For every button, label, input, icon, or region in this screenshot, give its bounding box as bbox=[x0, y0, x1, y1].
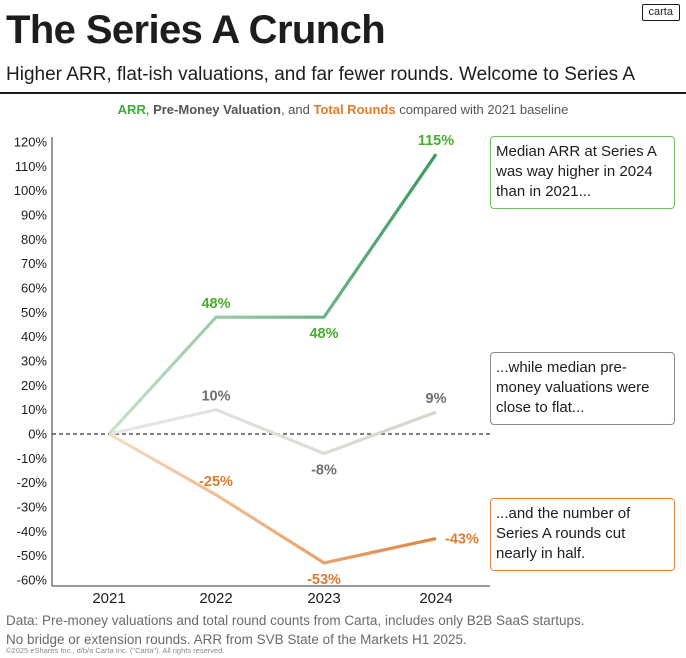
page-title: The Series A Crunch bbox=[6, 8, 386, 52]
y-tick-label: 100% bbox=[14, 183, 48, 198]
y-tick-label: -60% bbox=[17, 572, 48, 587]
y-tick-label: 90% bbox=[21, 208, 47, 223]
legend-suffix: compared with 2021 baseline bbox=[395, 102, 569, 117]
legend-sep: , and bbox=[280, 102, 314, 117]
y-tick-label: -30% bbox=[17, 499, 48, 514]
y-tick-label: 30% bbox=[21, 354, 47, 369]
legend-valuation: Pre-Money Valuation bbox=[153, 102, 281, 117]
x-tick-label: 2024 bbox=[419, 590, 452, 607]
callout-arr: Median ARR at Series A was way higher in… bbox=[490, 136, 675, 209]
footnote-line-2: No bridge or extension rounds. ARR from … bbox=[6, 632, 467, 647]
y-tick-label: 80% bbox=[21, 232, 47, 247]
callout-valuation: ...while median pre-money valuations wer… bbox=[490, 352, 675, 425]
y-tick-label: 20% bbox=[21, 378, 47, 393]
data-source-note: Data: Pre-money valuations and total rou… bbox=[6, 611, 585, 649]
y-tick-label: 0% bbox=[28, 427, 47, 442]
legend-arr: ARR bbox=[117, 102, 146, 117]
y-tick-label: 110% bbox=[15, 159, 48, 174]
y-tick-label: -10% bbox=[17, 451, 48, 466]
chart-legend: ARR, Pre-Money Valuation, and Total Roun… bbox=[0, 102, 686, 117]
page-subtitle: Higher ARR, flat-ish valuations, and far… bbox=[6, 64, 636, 85]
y-tick-label: 120% bbox=[14, 135, 48, 150]
data-label: -8% bbox=[311, 462, 337, 478]
series-line-pre-money-valuation bbox=[108, 408, 437, 456]
x-tick-label: 2022 bbox=[199, 590, 232, 607]
data-label: 115% bbox=[418, 133, 454, 149]
copyright-notice: ©2025 eShares Inc., d/b/a Carta Inc. ("C… bbox=[6, 646, 225, 655]
legend-sep: , bbox=[145, 102, 154, 117]
x-tick-label: 2023 bbox=[307, 590, 340, 607]
y-tick-label: -50% bbox=[17, 548, 48, 563]
y-tick-label: -40% bbox=[17, 524, 48, 539]
data-label: -25% bbox=[199, 474, 233, 490]
y-tick-label: 40% bbox=[21, 329, 47, 344]
series-line-total-rounds bbox=[108, 432, 437, 565]
series-line-arr bbox=[107, 153, 438, 436]
y-tick-label: -20% bbox=[17, 475, 48, 490]
y-tick-label: 50% bbox=[21, 305, 47, 320]
footnote-line-1: Data: Pre-money valuations and total rou… bbox=[6, 613, 585, 628]
y-tick-label: 10% bbox=[21, 402, 47, 417]
y-tick-label: 70% bbox=[21, 256, 47, 271]
callout-rounds: ...and the number of Series A rounds cut… bbox=[490, 498, 675, 571]
header-rule bbox=[0, 92, 686, 94]
data-label: 48% bbox=[309, 326, 338, 342]
data-label: 48% bbox=[201, 296, 230, 312]
data-label: 10% bbox=[201, 389, 230, 405]
data-label: -43% bbox=[445, 532, 479, 548]
x-tick-label: 2021 bbox=[92, 590, 125, 607]
legend-rounds: Total Rounds bbox=[313, 102, 396, 117]
data-label: -53% bbox=[307, 572, 341, 588]
carta-logo: carta bbox=[641, 4, 680, 21]
y-tick-label: 60% bbox=[21, 281, 47, 296]
data-label: 9% bbox=[426, 391, 447, 407]
